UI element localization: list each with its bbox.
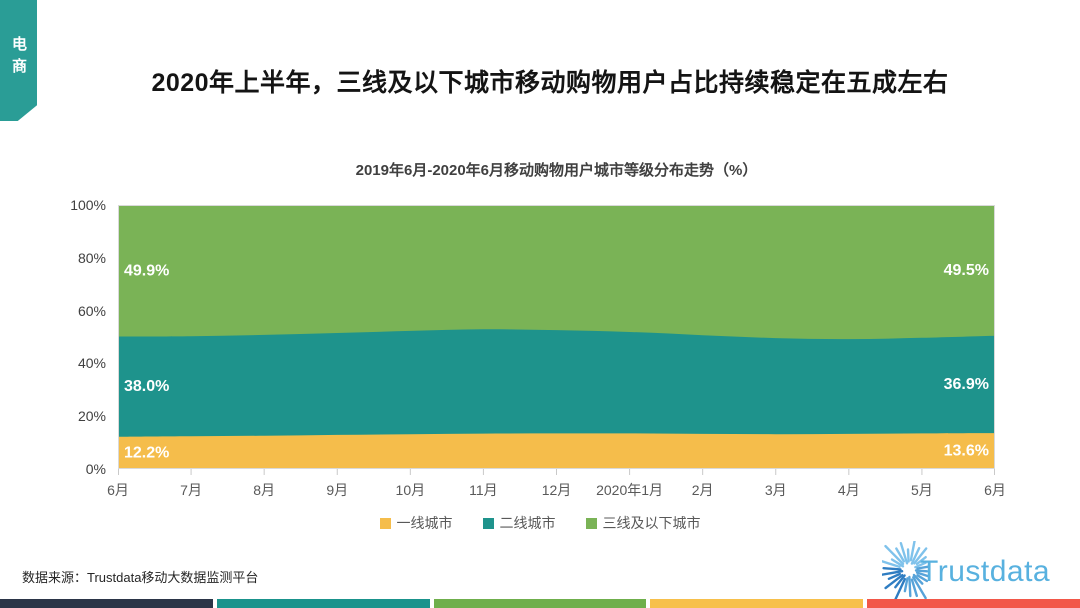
sunburst-ray	[914, 561, 927, 569]
category-tab: 电商	[0, 0, 37, 121]
footer-color-strip	[0, 599, 1080, 608]
sunburst-ray	[890, 558, 905, 568]
sunburst-ray	[914, 569, 929, 573]
area-一线城市	[118, 433, 995, 469]
legend-item: 三线及以下城市	[585, 513, 701, 533]
chart-legend: 一线城市 二线城市 三线及以下城市	[0, 513, 1080, 533]
sunburst-ray	[915, 571, 929, 578]
sunburst-ray	[894, 577, 906, 599]
x-axis-tick-label: 5月	[911, 482, 933, 498]
footer-strip-segment	[867, 599, 1080, 608]
trustdata-sunburst-icon	[882, 541, 930, 599]
footer-strip-segment	[433, 599, 647, 608]
x-axis-tick-label: 8月	[253, 482, 276, 498]
y-axis-tick-label: 100%	[70, 197, 106, 213]
category-tab-label: 电商	[10, 36, 27, 80]
x-axis-tick-label: 3月	[764, 482, 787, 498]
value-label-left: 12.2%	[124, 444, 169, 461]
x-axis-tick-label: 2月	[691, 482, 714, 498]
x-axis-tick-label: 12月	[541, 482, 572, 498]
legend-label: 一线城市	[396, 515, 453, 531]
sunburst-ray	[910, 578, 918, 598]
sunburst-ray	[913, 547, 928, 565]
x-axis-tick-label: 10月	[395, 482, 426, 498]
page-title: 2020年上半年，三线及以下城市移动购物用户占比持续稳定在五成左右	[151, 69, 949, 97]
x-axis-labels: 6月 7月 8月 9月 10月 11月 12月 2020年1月 2月 3月 4月 5月 6月	[107, 480, 1006, 500]
sunburst-ray	[887, 572, 901, 580]
sunburst-ray	[910, 546, 921, 565]
sunburst-ray	[916, 574, 929, 583]
sunburst-ray	[884, 574, 904, 590]
value-label-right: 13.6%	[944, 443, 989, 460]
sunburst-ray	[912, 576, 927, 599]
x-axis-tick-label: 4月	[837, 482, 860, 498]
sunburst-ray	[912, 573, 924, 585]
sunburst-ray	[895, 547, 906, 563]
value-label-right: 49.5%	[944, 262, 989, 279]
sunburst-ray	[909, 541, 916, 562]
sunburst-ray	[903, 577, 909, 593]
sunburst-ray	[899, 542, 909, 565]
footer-strip-segment	[216, 599, 430, 608]
x-axis-tick-label: 11月	[469, 482, 498, 498]
x-axis-tick-label: 7月	[180, 482, 202, 498]
sunburst-ray	[884, 544, 905, 566]
sunburst-ray	[882, 560, 901, 569]
sunburst-ray	[908, 575, 912, 598]
stacked-area-svg: 12.2% 38.0% 49.9% 13.6% 36.9% 49.5%	[118, 205, 995, 475]
sunburst-ray	[916, 565, 930, 570]
value-label-left: 49.9%	[124, 262, 169, 279]
area-二线城市	[118, 329, 995, 469]
x-axis-tick-label: 9月	[326, 482, 349, 498]
sunburst-ray	[906, 548, 910, 563]
y-axis-labels: 0% 20% 40% 60% 80% 100%	[0, 197, 106, 477]
legend-item: 一线城市	[379, 513, 453, 533]
value-label-right: 36.9%	[944, 376, 989, 393]
legend-color-chip	[585, 517, 597, 529]
chart-title: 2019年6月-2020年6月移动购物用户城市等级分布走势（%）	[355, 162, 758, 179]
sunburst-ray	[894, 574, 906, 589]
x-axis-tick-label: 6月	[984, 482, 1006, 498]
sunburst-ray	[915, 556, 927, 566]
footer-strip-segment	[650, 599, 864, 608]
y-axis-tick-label: 60%	[77, 302, 106, 319]
sunburst-ray	[882, 567, 902, 571]
sunburst-ray	[882, 570, 904, 576]
y-axis-tick-label: 0%	[85, 461, 106, 477]
legend-color-chip	[379, 517, 391, 529]
value-label-left: 38.0%	[124, 378, 169, 395]
trustdata-logo: Trustdata	[882, 541, 1066, 599]
trustdata-logo-text: Trustdata	[920, 555, 1051, 588]
legend-label: 二线城市	[499, 515, 556, 531]
data-source-note: 数据来源：Trustdata移动大数据监测平台	[22, 570, 259, 585]
y-axis-tick-label: 80%	[77, 249, 106, 266]
legend-label: 三线及以下城市	[602, 515, 701, 531]
stacked-area-plot: 12.2% 38.0% 49.9% 13.6% 36.9% 49.5%	[118, 205, 995, 477]
legend-color-chip	[482, 517, 494, 529]
x-axis-tick-label: 6月	[107, 482, 129, 498]
y-axis-tick-label: 40%	[77, 355, 106, 372]
y-axis-tick-label: 20%	[77, 408, 106, 425]
footer-strip-segment	[0, 599, 213, 608]
legend-item: 二线城市	[482, 513, 556, 533]
x-axis-tick-label: 2020年1月	[596, 482, 664, 498]
